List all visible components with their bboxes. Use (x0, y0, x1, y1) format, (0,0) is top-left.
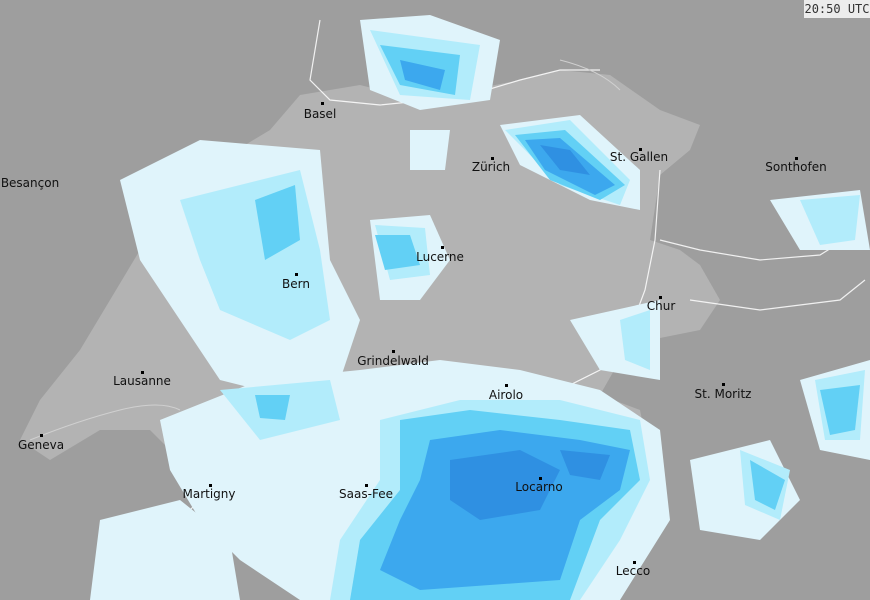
city-label-zurich[interactable]: Zürich (471, 160, 511, 174)
city-label-st-gallen[interactable]: St. Gallen (609, 150, 669, 164)
city-marker-icon (295, 273, 298, 276)
city-label-geneva[interactable]: Geneva (17, 438, 65, 452)
city-label-lecco[interactable]: Lecco (615, 564, 651, 578)
city-marker-icon (795, 157, 798, 160)
city-label-lucerne[interactable]: Lucerne (416, 250, 464, 264)
city-marker-icon (321, 102, 324, 105)
city-label-chur[interactable]: Chur (646, 299, 676, 313)
lakes (29, 59, 621, 441)
city-label-saas-fee[interactable]: Saas-Fee (339, 487, 393, 501)
city-marker-icon (722, 383, 725, 386)
city-label-st-moritz[interactable]: St. Moritz (694, 387, 752, 401)
timestamp-label: 20:50 UTC (804, 0, 870, 18)
city-marker-icon (209, 484, 212, 487)
city-label-sonthofen[interactable]: Sonthofen (765, 160, 827, 174)
precipitation-very-heavy (450, 145, 610, 520)
city-label-airolo[interactable]: Airolo (488, 388, 524, 402)
city-marker-icon (491, 157, 494, 160)
city-label-locarno[interactable]: Locarno (515, 480, 563, 494)
city-label-basel[interactable]: Basel (303, 107, 337, 121)
city-marker-icon (659, 296, 662, 299)
city-marker-icon (365, 484, 368, 487)
city-label-besancon[interactable]: Besançon (0, 176, 60, 190)
city-marker-icon (505, 384, 508, 387)
city-label-grindelwald[interactable]: Grindelwald (357, 354, 429, 368)
city-marker-icon (639, 148, 642, 151)
city-marker-icon (392, 350, 395, 353)
city-marker-icon (441, 246, 444, 249)
city-label-bern[interactable]: Bern (282, 277, 310, 291)
city-marker-icon (633, 561, 636, 564)
city-marker-icon (40, 434, 43, 437)
city-label-lausanne[interactable]: Lausanne (113, 374, 171, 388)
city-marker-icon (141, 371, 144, 374)
city-marker-icon (539, 477, 542, 480)
city-label-martigny[interactable]: Martigny (182, 487, 236, 501)
